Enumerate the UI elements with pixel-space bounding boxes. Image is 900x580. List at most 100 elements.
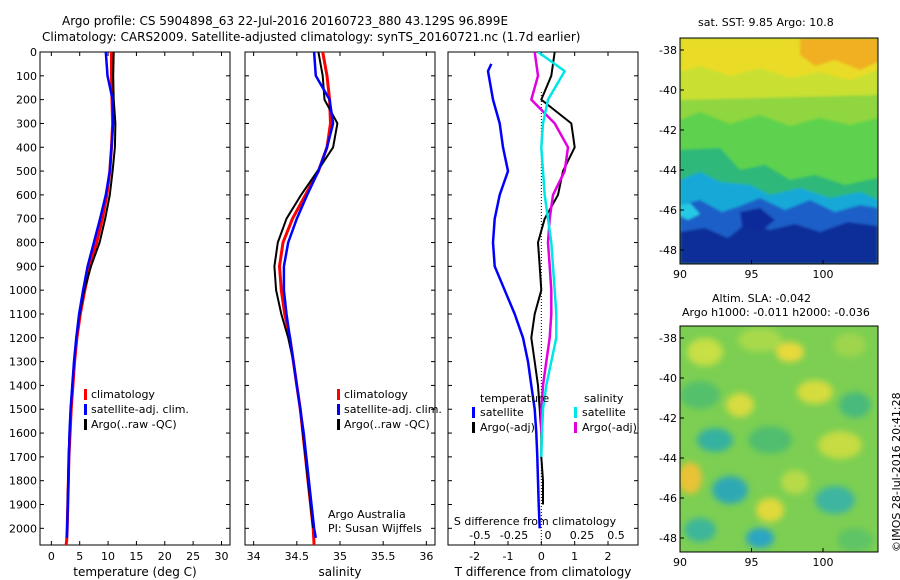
legend-climatology-label: climatology: [91, 388, 155, 401]
y-tick-label: 900: [16, 260, 37, 273]
credit-line-2: PI: Susan Wijffels: [328, 522, 422, 535]
profile-panel-2: 34 34.5 35 35.5 36 salinity climatology satelli…: [244, 51, 442, 579]
sst-map-title: sat. SST: 9.85 Argo: 10.8: [698, 16, 834, 29]
map-x-tick-label: 100: [813, 556, 834, 569]
legend: climatology satellite-adj. clim. Argo(..ra…: [84, 388, 189, 431]
x-tick-label: -1: [503, 550, 514, 563]
map-y-tick-label: -40: [659, 372, 677, 385]
x2-tick-label: 0: [545, 529, 552, 542]
x-tick-label: 1: [571, 550, 578, 563]
y-tick-label: 1600: [9, 427, 37, 440]
y-tick-label: 1700: [9, 451, 37, 464]
legend-argo-label: Argo(..raw -QC): [91, 418, 177, 431]
x-tick-label: 0: [538, 550, 545, 563]
series-group: [486, 52, 576, 545]
legend-climatology-label: climatology: [344, 388, 408, 401]
sst-map: [679, 37, 879, 265]
legend-argo-swatch: [84, 419, 87, 430]
series-line-salinity-argo-adj-: [530, 52, 570, 434]
x2-tick-label: -0.5: [469, 529, 490, 542]
map-y-tick-label: -44: [659, 452, 677, 465]
y-tick-label: 100: [16, 70, 37, 83]
x-tick-label: 0: [48, 550, 55, 563]
legend-t-satellite-label: satellite: [480, 406, 524, 419]
legend-t-argo-swatch: [472, 422, 475, 433]
sst-map-axes: -38 -40 -42 -44 -46 -48 90 95 100: [659, 44, 833, 281]
y-tick-label: 1100: [9, 308, 37, 321]
panel-frame: [244, 51, 436, 546]
x2-tick-label: 0.25: [570, 529, 595, 542]
sla-map-title-2: Argo h1000: -0.011 h2000: -0.036: [682, 306, 870, 319]
series-line-temperature-satellite: [486, 63, 541, 529]
map-y-tick-label: -46: [659, 204, 677, 217]
profile-panel-1: 0100200300400500600700800900100011001200…: [9, 46, 231, 579]
legend-t-satellite-swatch: [472, 407, 475, 418]
legend-satellite-swatch: [337, 404, 340, 415]
legend-salinity-header: salinity: [584, 392, 624, 405]
sla-map: [679, 325, 879, 553]
series-group: [273, 52, 339, 545]
x-tick-label: 15: [129, 550, 143, 563]
y-tick-label: 2000: [9, 522, 37, 535]
legend-satellite-label: satellite-adj. clim.: [91, 403, 189, 416]
y-tick-label: 1500: [9, 403, 37, 416]
x-tick-label: -2: [469, 550, 480, 563]
x-tick-label: 34.5: [285, 550, 310, 563]
x-tick-label: 5: [76, 550, 83, 563]
x2-axis-label: S difference from climatology: [454, 515, 617, 528]
panel-frame: [39, 51, 231, 546]
y-tick-label: 300: [16, 117, 37, 130]
title-line-2: Climatology: CARS2009. Satellite-adjuste…: [42, 30, 581, 44]
series-line-salinity-satellite: [537, 52, 566, 457]
series-group: [64, 52, 117, 545]
y-tick-label: 600: [16, 189, 37, 202]
legend-climatology-swatch: [84, 389, 87, 400]
map-y-tick-label: -46: [659, 492, 677, 505]
y-tick-label: 1200: [9, 332, 37, 345]
legend-t-argo-label: Argo(-adj): [480, 421, 535, 434]
y-tick-label: 1900: [9, 499, 37, 512]
map-y-tick-label: -42: [659, 412, 677, 425]
x-axis-label: temperature (deg C): [73, 565, 196, 579]
y-tick-label: 400: [16, 141, 37, 154]
sla-map-title-1: Altim. SLA: -0.042: [712, 292, 812, 305]
profile-panel-3: -2 -1 0 1 2 T difference from climatology -0.5…: [447, 51, 639, 579]
legend-s-satellite-swatch: [574, 407, 577, 418]
x2-tick-label: 0.5: [607, 529, 625, 542]
x-axis-label: salinity: [318, 565, 361, 579]
diff-legend: temperature salinitysatelliteArgo(-adj)sa…: [472, 392, 637, 434]
x-tick-label: 10: [101, 550, 115, 563]
map-x-tick-label: 95: [745, 268, 759, 281]
map-y-tick-label: -42: [659, 124, 677, 137]
title-line-1: Argo profile: CS 5904898_63 22-Jul-2016 …: [62, 14, 509, 28]
y-tick-label: 1400: [9, 379, 37, 392]
legend: climatology satellite-adj. clim. Argo(..ra…: [337, 388, 442, 431]
x-tick-label: 35.5: [371, 550, 396, 563]
x-tick-label: 34: [247, 550, 261, 563]
map-y-tick-label: -48: [659, 532, 677, 545]
legend-climatology-swatch: [337, 389, 340, 400]
y-tick-label: 800: [16, 237, 37, 250]
legend-satellite-swatch: [84, 404, 87, 415]
series-line-satellite-adj-clim-: [65, 52, 115, 538]
y-tick-label: 1000: [9, 284, 37, 297]
y-tick-label: 0: [30, 46, 37, 59]
y-tick-label: 1800: [9, 475, 37, 488]
legend-satellite-label: satellite-adj. clim.: [344, 403, 442, 416]
watermark: ©IMOS 28-Jul-2016 20:41:28: [890, 392, 900, 552]
x-tick-label: 30: [214, 550, 228, 563]
x-tick-label: 36: [419, 550, 433, 563]
x-tick-label: 35: [333, 550, 347, 563]
map-y-tick-label: -40: [659, 84, 677, 97]
x-tick-label: 20: [158, 550, 172, 563]
x2-tick-label: -0.25: [500, 529, 528, 542]
map-y-tick-label: -38: [659, 44, 677, 57]
map-x-tick-label: 90: [673, 268, 687, 281]
legend-argo-swatch: [337, 419, 340, 430]
map-x-tick-label: 95: [745, 556, 759, 569]
map-y-tick-label: -44: [659, 164, 677, 177]
x-axis-label: T difference from climatology: [454, 565, 632, 579]
y-tick-label: 200: [16, 94, 37, 107]
y-tick-label: 700: [16, 213, 37, 226]
